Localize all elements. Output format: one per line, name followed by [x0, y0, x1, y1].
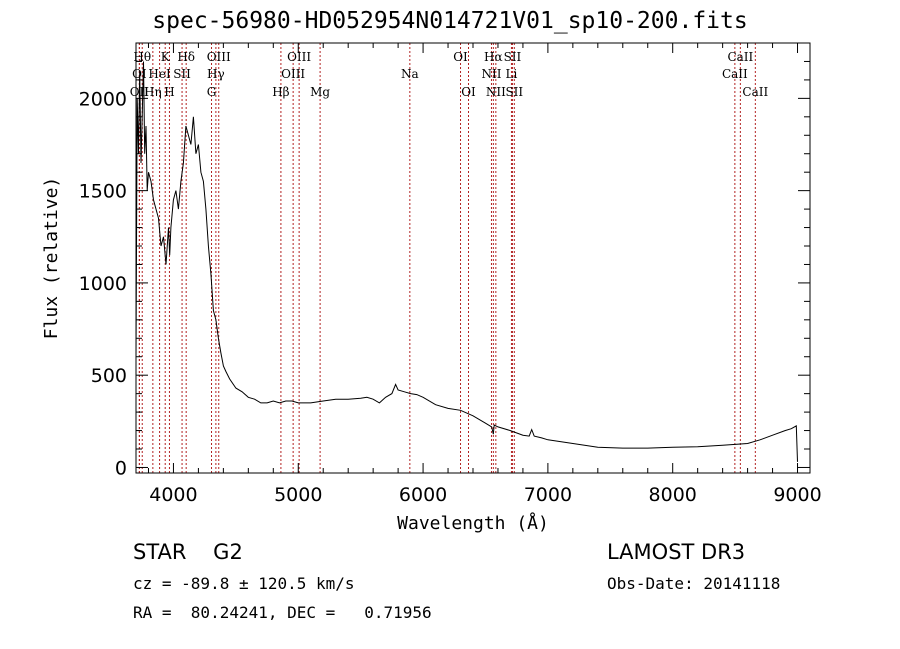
x-tick-label: 4000	[149, 484, 197, 506]
spectral-line-label: CaII	[742, 85, 768, 99]
spectral-line-label: SII	[505, 85, 523, 99]
x-tick-label: 8000	[649, 484, 697, 506]
axis-tick-labels: 4000 5000 6000 7000 8000 9000 0 500 1000 1500 2000	[79, 88, 822, 506]
spectral-line-label: OI	[461, 85, 476, 99]
spectral-line-label: Mg	[310, 85, 330, 99]
ra-dec-coordinates: RA = 80.24241, DEC = 0.71956	[133, 603, 432, 622]
spectral-line-label: OIII	[207, 50, 231, 64]
spectral-line-label: CaII	[727, 50, 753, 64]
spectral-line-label: SII	[504, 50, 522, 64]
spectral-line-label: Hδ	[177, 50, 195, 64]
survey-name: LAMOST DR3	[607, 540, 746, 564]
spectrum-curve	[135, 61, 798, 462]
redshift-cz: cz = -89.8 ± 120.5 km/s	[133, 574, 355, 593]
spectral-line-label: Na	[401, 67, 419, 81]
spectral-line-label: NII	[486, 85, 506, 99]
spectral-line-label: Hγ	[207, 67, 225, 81]
spectral-line-label: CaII	[722, 67, 748, 81]
x-tick-label: 7000	[524, 484, 572, 506]
x-tick-label: 9000	[773, 484, 821, 506]
y-tick-label: 2000	[79, 88, 127, 110]
chart-title: spec-56980-HD052954N014721V01_sp10-200.f…	[152, 8, 748, 34]
spectral-line-label: Hα	[484, 50, 503, 64]
observation-date: Obs-Date: 20141118	[607, 574, 781, 593]
spectral-line-label: H	[164, 85, 174, 99]
star-classification: STAR G2	[133, 540, 243, 564]
y-tick-label: 1000	[79, 273, 127, 295]
spectral-line-label: NII	[481, 67, 501, 81]
x-tick-label: 5000	[274, 484, 322, 506]
spectral-line-label: K	[161, 50, 171, 64]
spectral-line-label: Hβ	[272, 85, 289, 99]
plot-frame	[135, 42, 811, 474]
spectral-line-label: OI	[453, 50, 468, 64]
y-tick-label: 500	[91, 365, 127, 387]
y-tick-label: 1500	[79, 181, 127, 203]
spectral-line-label: Hθ	[133, 50, 151, 64]
spectral-line-label: G	[207, 85, 217, 99]
spectral-line-labels: OII OI Hθ Hη HeI K H SII Hδ G Hγ OIII Hβ OIII OIII Mg Na…	[130, 50, 769, 99]
spectral-line-label: SII	[173, 67, 191, 81]
y-axis-label: Flux (relative)	[41, 177, 62, 340]
spectral-line-label: OIII	[281, 67, 305, 81]
x-tick-label: 6000	[399, 484, 447, 506]
y-tick-label: 0	[115, 457, 127, 479]
x-axis-label: Wavelength (Å)	[397, 512, 549, 534]
spectral-line-label: OI	[132, 67, 147, 81]
spectral-line-label: Li	[506, 67, 518, 81]
axis-ticks	[136, 43, 810, 473]
spectral-line-label: HeI	[148, 67, 171, 81]
spectral-line-label: OIII	[287, 50, 311, 64]
spectral-line-label: Hη	[144, 85, 162, 99]
spectral-line-label: OII	[130, 85, 150, 99]
